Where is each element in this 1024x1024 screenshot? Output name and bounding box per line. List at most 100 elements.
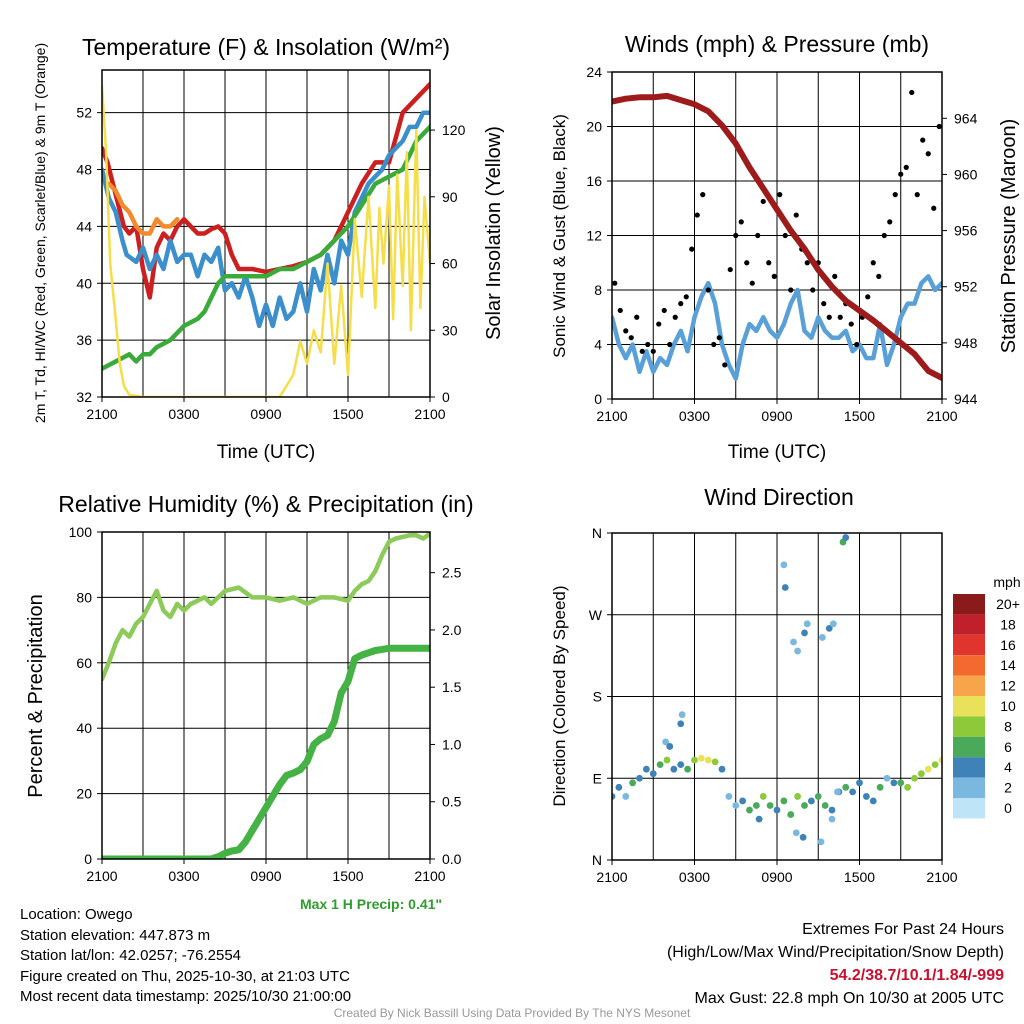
legend-swatch	[953, 736, 985, 758]
x-tick-label: 0300	[679, 408, 710, 424]
max-gust-text: Max Gust: 22.8 mph On 10/30 at 2005 UTC	[694, 990, 1005, 1007]
credit-text: Created By Nick Bassill Using Data Provi…	[333, 1006, 691, 1020]
legend-swatch	[953, 716, 985, 737]
x-tick-label: 1500	[332, 406, 363, 422]
direction-point	[828, 806, 836, 814]
direction-point	[752, 802, 760, 809]
gust-point	[837, 314, 843, 320]
chart-title: Wind Direction	[704, 484, 854, 510]
max-precip-label: Max 1 H Precip: 0.41"	[300, 896, 443, 912]
y-tick-label: 8	[594, 282, 602, 298]
direction-point	[862, 793, 870, 800]
direction-point	[615, 783, 623, 791]
gust-point	[909, 89, 915, 96]
gust-point	[656, 321, 662, 327]
gust-point	[617, 307, 623, 314]
direction-point	[814, 793, 822, 800]
direction-point	[622, 793, 630, 800]
gust-point	[639, 348, 645, 354]
direction-point	[725, 793, 733, 800]
gust-point	[821, 301, 827, 307]
direction-point	[911, 774, 918, 782]
legend-label: 18	[1000, 616, 1016, 632]
direction-point	[649, 770, 657, 778]
y2-tick-label: 1.5	[442, 679, 462, 695]
direction-point	[799, 833, 807, 841]
legend-swatch	[953, 798, 985, 819]
y2-tick-label: 952	[954, 279, 978, 295]
legend-swatch	[953, 696, 985, 717]
gust-point	[667, 341, 673, 348]
gust-point	[887, 219, 893, 225]
y2-tick-label: 0.0	[442, 851, 462, 867]
y2-tick-label: 120	[442, 122, 466, 138]
direction-point	[636, 774, 643, 782]
gust-point	[854, 341, 860, 348]
series-line-pressure	[612, 92, 942, 381]
plot-frame	[101, 531, 431, 860]
y-tick-label: 40	[76, 275, 92, 291]
chart-title: Temperature (F) & Insolation (W/m²)	[82, 34, 450, 60]
gust-point	[782, 232, 788, 239]
direction-point	[663, 756, 671, 764]
legend-swatch	[953, 594, 985, 615]
series-line-wind	[612, 274, 942, 381]
plot-frame	[611, 532, 943, 861]
y-tick-label: 52	[76, 105, 92, 121]
direction-point	[801, 802, 808, 809]
y-tick-label: 24	[586, 64, 602, 80]
gust-point	[634, 314, 640, 320]
gust-point	[672, 314, 678, 320]
recent-data-text: Most recent data timestamp: 2025/10/30 2…	[20, 988, 352, 1005]
direction-point	[711, 758, 719, 766]
extremes-panel: Extremes For Past 24 Hours (High/Low/Max…	[667, 918, 1004, 1010]
y-tick-label: E	[593, 770, 602, 786]
legend-label: 12	[1000, 678, 1016, 694]
gust-point	[722, 362, 728, 368]
x-tick-label: 2100	[414, 406, 445, 422]
gust-point	[777, 192, 783, 198]
direction-point	[924, 765, 932, 773]
legend-swatch	[953, 634, 985, 656]
direction-point	[755, 815, 763, 823]
direction-point	[876, 783, 884, 791]
y2-tick-label: 944	[954, 391, 978, 407]
direction-point	[766, 802, 774, 809]
direction-point	[704, 756, 712, 764]
direction-point	[697, 754, 705, 762]
direction-point	[656, 761, 664, 769]
chart-title: Winds (mph) & Pressure (mb)	[625, 31, 929, 57]
gust-point	[727, 266, 733, 273]
direction-point	[678, 711, 686, 719]
direction-point	[677, 720, 685, 728]
gust-point	[920, 137, 926, 143]
elevation-text: Station elevation: 447.873 m	[20, 926, 211, 944]
y2-tick-label: 960	[954, 166, 978, 182]
chart-panel-2: Winds (mph) & Pressure (mb) 0 4 8 12 16 20 24 94…	[550, 31, 1020, 463]
y-tick-label: 20	[76, 786, 92, 802]
gust-point	[749, 280, 755, 286]
legend-swatch	[953, 675, 985, 696]
gust-point	[876, 273, 882, 279]
x-tick-label: 0300	[679, 869, 710, 885]
speed-legend: mph 20+ 18 16 14 12 10 8 6 4 2 0	[953, 574, 1021, 819]
legend-swatch	[953, 614, 985, 635]
gust-point	[766, 260, 772, 266]
y2-tick-label: 0	[442, 389, 450, 405]
direction-point	[612, 793, 616, 800]
y-tick-label: S	[593, 689, 602, 705]
series-group	[612, 534, 942, 846]
y2-tick-label: 30	[442, 322, 458, 338]
x-tick-label: 0900	[250, 868, 281, 884]
legend-swatch	[953, 777, 985, 798]
gust-point	[903, 164, 909, 170]
x-tick-label: 1500	[844, 869, 875, 885]
direction-point	[834, 788, 841, 796]
legend-swatch	[953, 757, 985, 778]
y2-tick-label: 964	[954, 110, 978, 126]
y-tick-label: 12	[586, 228, 602, 244]
direction-point	[732, 802, 740, 809]
gust-point	[650, 348, 656, 354]
gust-point	[865, 294, 871, 300]
